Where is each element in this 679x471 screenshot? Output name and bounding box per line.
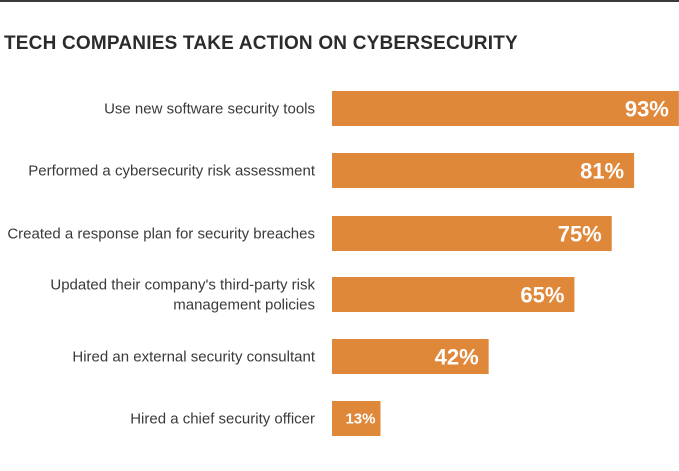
category-label-3: Created a response plan for security bre… [7,226,315,243]
category-label-6: Hired a chief security officer [130,411,315,428]
category-label-line: Performed a cybersecurity risk assessmen… [28,163,316,180]
category-label-4: Updated their company's third-party risk… [50,277,315,314]
bar-value-label-5: 42% [435,345,479,370]
bar-value-label-3: 75% [558,222,602,247]
category-label-1: Use new software security tools [104,101,315,118]
bar-value-label-2: 81% [580,159,624,184]
bar-2 [332,153,635,188]
bar-5 [332,339,489,374]
category-label-line: management policies [173,297,315,314]
bar-value-label-1: 93% [625,97,669,122]
bar-value-label-4: 65% [520,283,564,308]
category-label-2: Performed a cybersecurity risk assessmen… [28,163,316,180]
chart-title: TECH COMPANIES TAKE ACTION ON CYBERSECUR… [4,33,518,54]
category-label-5: Hired an external security consultant [72,349,315,366]
category-label-line: Created a response plan for security bre… [7,226,315,243]
top-rule [0,0,679,2]
category-label-line: Use new software security tools [104,101,315,118]
category-label-line: Hired a chief security officer [130,411,315,428]
bar-3 [332,216,612,251]
category-label-line: Hired an external security consultant [72,349,315,366]
bar-6 [332,401,381,436]
bar-4 [332,277,575,312]
category-label-line: Updated their company's third-party risk [50,277,315,294]
bar-1 [332,91,679,126]
bar-value-label-6: 13% [345,411,375,428]
